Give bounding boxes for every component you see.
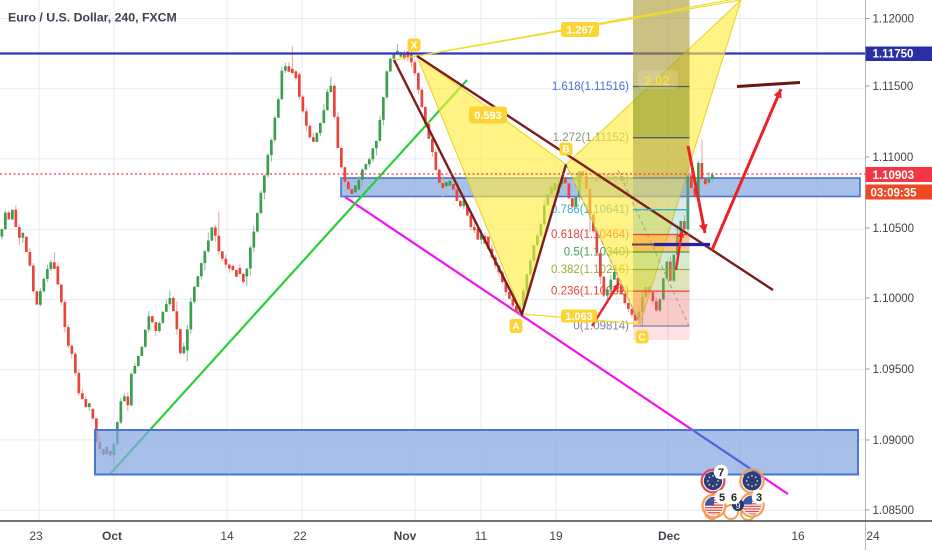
svg-text:1.10500: 1.10500: [873, 223, 915, 235]
svg-text:Nov: Nov: [394, 529, 417, 543]
svg-text:1.09000: 1.09000: [873, 435, 915, 447]
svg-text:5: 5: [719, 492, 725, 504]
svg-text:1.618(1.11516): 1.618(1.11516): [552, 81, 629, 93]
svg-text:1.11750: 1.11750: [873, 49, 914, 61]
svg-text:24: 24: [866, 529, 880, 543]
svg-text:Euro / U.S. Dollar, 240, FXCM: Euro / U.S. Dollar, 240, FXCM: [8, 11, 177, 25]
svg-text:11: 11: [475, 529, 488, 543]
svg-text:23: 23: [29, 529, 43, 543]
svg-text:1.09500: 1.09500: [873, 364, 915, 376]
svg-text:22: 22: [293, 529, 307, 543]
svg-text:19: 19: [549, 529, 563, 543]
svg-text:1.10000: 1.10000: [873, 293, 915, 305]
svg-text:1.11500: 1.11500: [873, 81, 914, 93]
svg-text:7: 7: [718, 467, 724, 479]
svg-text:B: B: [562, 145, 569, 156]
svg-text:Oct: Oct: [102, 529, 122, 543]
svg-text:1.11000: 1.11000: [873, 152, 914, 164]
svg-text:1.08500: 1.08500: [873, 505, 915, 517]
svg-text:1.063: 1.063: [565, 311, 593, 323]
svg-text:14: 14: [220, 529, 234, 543]
svg-text:2.02: 2.02: [644, 73, 669, 88]
svg-text:X: X: [411, 41, 418, 52]
svg-text:3: 3: [756, 492, 762, 504]
svg-text:1.10903: 1.10903: [873, 170, 915, 182]
svg-text:1.267: 1.267: [566, 24, 594, 36]
svg-text:0.593: 0.593: [474, 110, 502, 122]
svg-text:03:09:35: 03:09:35: [871, 188, 918, 200]
svg-text:6: 6: [731, 492, 737, 504]
svg-text:16: 16: [791, 529, 805, 543]
svg-text:1.12000: 1.12000: [873, 14, 915, 26]
svg-text:A: A: [512, 322, 519, 333]
svg-text:C: C: [638, 333, 645, 344]
svg-text:Dec: Dec: [658, 529, 680, 543]
